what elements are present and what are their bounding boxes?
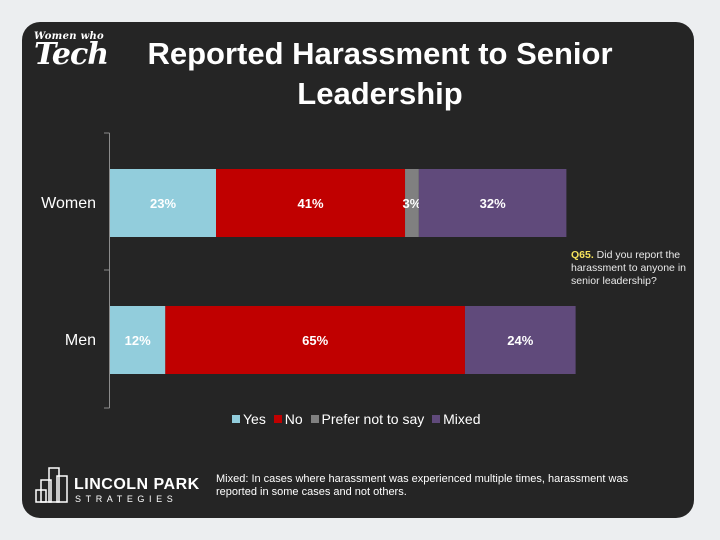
chart-legend: Yes No Prefer not to say Mixed	[232, 410, 485, 427]
data-label-men-yes: 12%	[125, 333, 151, 348]
logo-line-2: Tech	[34, 37, 109, 72]
data-label-women-mixed: 32%	[480, 196, 506, 211]
legend-swatch-yes	[232, 415, 240, 423]
question-number: Q65.	[571, 249, 594, 261]
legend-swatch-mixed	[432, 415, 441, 423]
question-note: Q65. Did you report the harassment to an…	[571, 249, 686, 288]
bar-women-yes	[110, 169, 217, 237]
data-label-men-mixed: 24%	[507, 333, 533, 348]
lincoln-park-logo-mark	[35, 467, 68, 503]
legend-label-mixed: Mixed	[443, 411, 481, 427]
legend-swatch-no	[273, 415, 282, 423]
category-label-men: Men	[65, 332, 96, 349]
data-label-men-no: 65%	[302, 333, 328, 348]
bar-men-yes	[110, 306, 166, 374]
data-label-women-no: 41%	[298, 196, 324, 211]
legend-label-yes: Yes	[243, 411, 266, 427]
legend-item-prefer-not-to-say: Prefer not to say	[310, 411, 425, 427]
legend-swatch-prefer-not-to-say	[310, 415, 319, 423]
legend-item-yes: Yes	[232, 411, 266, 427]
bar-women-mixed	[418, 169, 567, 237]
mixed-footnote: Mixed: In cases where harassment was exp…	[216, 473, 629, 498]
question-text: Did you report the harassment to anyone …	[571, 249, 686, 287]
bar-men-no	[165, 306, 465, 374]
legend-item-no: No	[273, 411, 303, 427]
legend-label-no: No	[284, 411, 303, 427]
category-label-women: Women	[41, 195, 96, 212]
data-label-women-prefer-not-to-say: 3%	[403, 196, 422, 211]
legend-label-prefer-not-to-say: Prefer not to say	[321, 411, 425, 427]
data-label-women-yes: 23%	[150, 196, 176, 211]
women-who-tech-logo: Women who Tech	[34, 31, 109, 72]
bar-women-no	[216, 169, 406, 237]
chart-title: Reported Harassment to Senior Leadership	[147, 36, 613, 111]
brand-subtitle: STRATEGIES	[75, 494, 178, 504]
bar-men-mixed	[464, 306, 576, 374]
slide-background	[22, 22, 694, 518]
brand-name: LINCOLN PARK	[74, 476, 200, 493]
legend-item-mixed: Mixed	[432, 411, 481, 427]
bar-women-prefer-not-to-say	[405, 169, 419, 237]
logo-line-1: Women who	[34, 31, 105, 42]
